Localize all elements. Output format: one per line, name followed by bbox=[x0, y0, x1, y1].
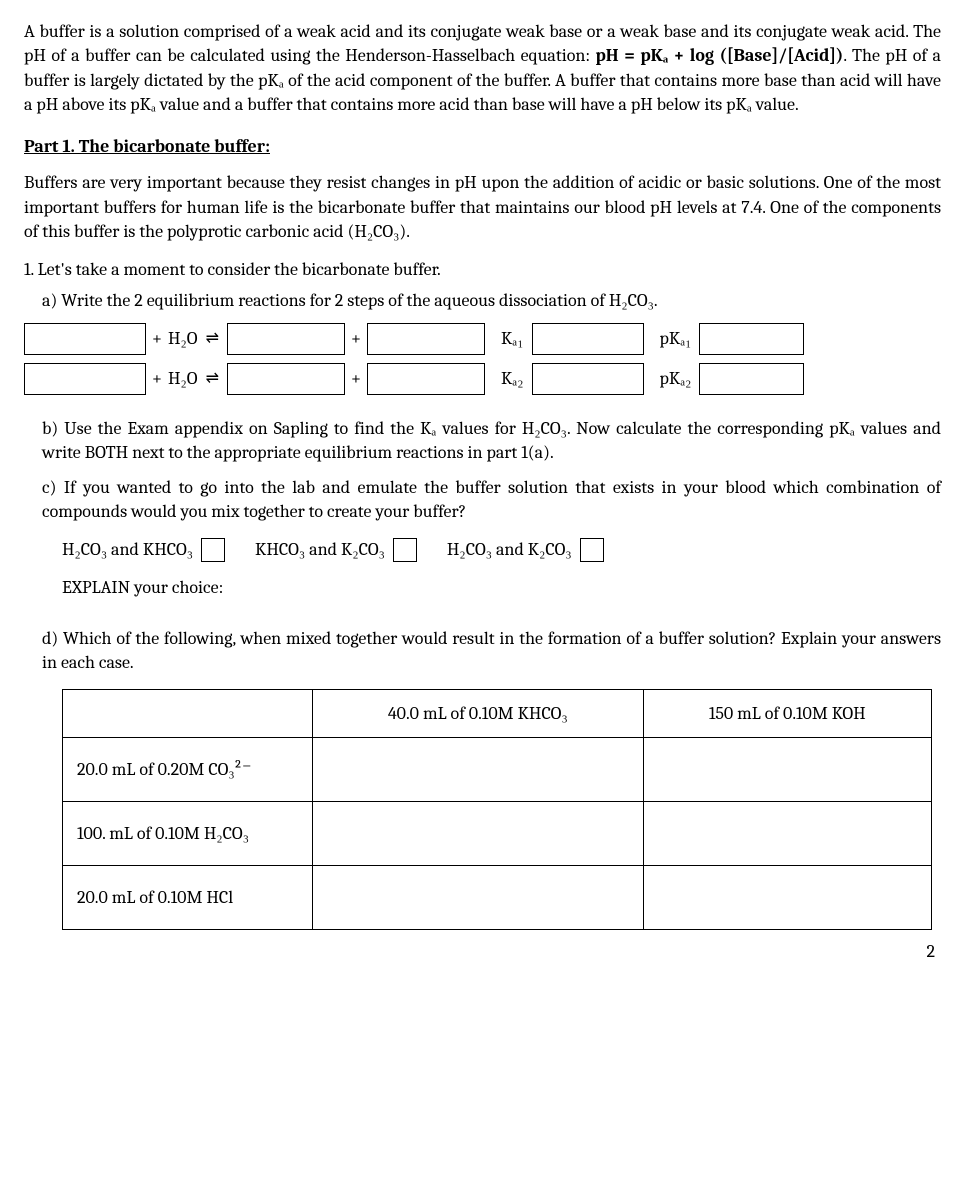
cell-r3c2[interactable] bbox=[643, 866, 931, 930]
row-header-2: 100. mL of 0.10M H₂CO₃ bbox=[63, 802, 313, 866]
buffer-table: 40.0 mL of 0.10M KHCO₃ 150 mL of 0.10M K… bbox=[62, 689, 932, 930]
cell-r2c2[interactable] bbox=[643, 802, 931, 866]
q1b: b) Use the Exam appendix on Sapling to f… bbox=[42, 417, 941, 466]
table-corner bbox=[63, 690, 313, 738]
choice-3-label: H₂CO₃ and K₂CO₃ bbox=[447, 538, 572, 562]
plus-2a: + bbox=[152, 367, 162, 391]
choice-1-label: H₂CO₃ and KHCO₃ bbox=[62, 538, 193, 562]
page-number: 2 bbox=[24, 940, 941, 964]
choice-1: H₂CO₃ and KHCO₃ bbox=[62, 538, 225, 562]
eq-row-1: + H₂O ⇌ + Kₐ₁ pKₐ₁ bbox=[24, 323, 941, 355]
h2o-2: H₂O bbox=[168, 367, 198, 391]
q1c: c) If you wanted to go into the lab and … bbox=[42, 476, 941, 525]
equil-arrow-1: ⇌ bbox=[204, 328, 221, 350]
product-1b[interactable] bbox=[367, 323, 485, 355]
explain-label: EXPLAIN your choice: bbox=[62, 576, 941, 600]
product-2a[interactable] bbox=[227, 363, 345, 395]
choice-3: H₂CO₃ and K₂CO₃ bbox=[447, 538, 604, 562]
row-header-3: 20.0 mL of 0.10M HCl bbox=[63, 866, 313, 930]
choice-1-box[interactable] bbox=[201, 538, 225, 562]
ka2-label: Kₐ₂ bbox=[491, 367, 526, 391]
ka1-value[interactable] bbox=[532, 323, 644, 355]
ka2-value[interactable] bbox=[532, 363, 644, 395]
product-2b[interactable] bbox=[367, 363, 485, 395]
cell-r2c1[interactable] bbox=[313, 802, 644, 866]
plus-1b: + bbox=[351, 327, 361, 351]
cell-r3c1[interactable] bbox=[313, 866, 644, 930]
q1-stem: 1. Let's take a moment to consider the b… bbox=[24, 258, 941, 282]
pka1-label: pKₐ₁ bbox=[650, 327, 694, 351]
col-header-2: 150 mL of 0.10M KOH bbox=[643, 690, 931, 738]
hh-equation: pH = pKₐ + log ([Base]/[Acid]) bbox=[595, 45, 843, 66]
choice-2: KHCO₃ and K₂CO₃ bbox=[255, 538, 417, 562]
reactant-1a[interactable] bbox=[24, 323, 146, 355]
q1a: a) Write the 2 equilibrium reactions for… bbox=[42, 289, 941, 313]
equil-arrow-2: ⇌ bbox=[204, 368, 221, 390]
product-1a[interactable] bbox=[227, 323, 345, 355]
intro-paragraph: A buffer is a solution comprised of a we… bbox=[24, 20, 941, 117]
cell-r1c2[interactable] bbox=[643, 738, 931, 802]
plus-1a: + bbox=[152, 327, 162, 351]
pka2-value[interactable] bbox=[699, 363, 804, 395]
part1-heading: Part 1. The bicarbonate buffer: bbox=[24, 135, 941, 159]
plus-2b: + bbox=[351, 367, 361, 391]
part1-paragraph: Buffers are very important because they … bbox=[24, 171, 941, 244]
row-header-1: 20.0 mL of 0.20M CO₃²⁻ bbox=[63, 738, 313, 802]
choice-2-label: KHCO₃ and K₂CO₃ bbox=[255, 538, 385, 562]
eq-row-2: + H₂O ⇌ + Kₐ₂ pKₐ₂ bbox=[24, 363, 941, 395]
h2o-1: H₂O bbox=[168, 327, 198, 351]
q1d: d) Which of the following, when mixed to… bbox=[42, 627, 941, 676]
pka1-value[interactable] bbox=[699, 323, 804, 355]
reactant-2a[interactable] bbox=[24, 363, 146, 395]
choice-2-box[interactable] bbox=[393, 538, 417, 562]
choice-row: H₂CO₃ and KHCO₃ KHCO₃ and K₂CO₃ H₂CO₃ an… bbox=[62, 538, 941, 562]
pka2-label: pKₐ₂ bbox=[650, 367, 694, 391]
ka1-label: Kₐ₁ bbox=[491, 327, 526, 351]
cell-r1c1[interactable] bbox=[313, 738, 644, 802]
col-header-1: 40.0 mL of 0.10M KHCO₃ bbox=[313, 690, 644, 738]
choice-3-box[interactable] bbox=[580, 538, 604, 562]
